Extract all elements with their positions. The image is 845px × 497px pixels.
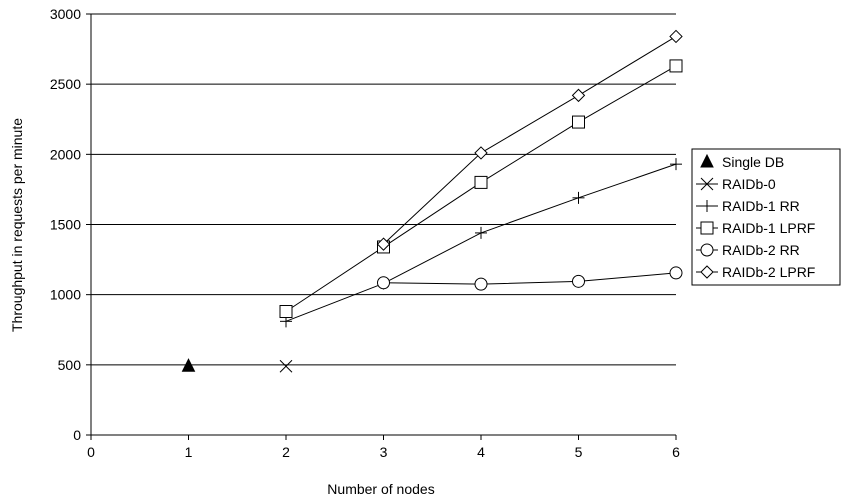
data-point [670,158,682,170]
data-point [573,89,585,101]
data-point [475,176,487,188]
x-tick-label: 4 [477,444,485,460]
data-point [280,306,292,318]
series-raidb-2-rr [378,267,683,290]
series-lines [183,30,683,372]
x-tick-label: 6 [672,444,680,460]
y-tick-label: 500 [58,357,82,373]
data-point [573,275,585,287]
legend-label: RAIDb-0 [722,176,776,192]
x-tick-label: 2 [282,444,290,460]
legend-label: RAIDb-2 LPRF [722,264,815,280]
tick-labels: 0 500 1000 1500 2000 2500 3000 0 1 2 3 4 5 6 [50,6,680,460]
data-point [573,116,585,128]
data-point [280,360,292,372]
data-point [573,192,585,204]
series-line [384,273,677,284]
y-tick-label: 2500 [50,76,81,92]
data-point [670,30,682,42]
x-tick-label: 1 [185,444,193,460]
series-raidb-0 [280,360,292,372]
data-point [670,60,682,72]
data-point [475,278,487,290]
y-tick-label: 1000 [50,287,81,303]
legend: Single DB RAIDb-0 RAIDb-1 RR RAIDb-1 LPRF RA… [692,149,840,285]
x-tick-label: 5 [575,444,583,460]
data-point [475,227,487,239]
legend-label: RAIDb-1 RR [722,198,800,214]
legend-label: Single DB [722,154,784,170]
y-tick-label: 3000 [50,6,81,22]
data-point [378,277,390,289]
series-line [384,36,677,244]
legend-label: RAIDb-1 LPRF [722,220,815,236]
x-tick-label: 3 [380,444,388,460]
legend-marker [701,222,713,234]
y-tick-label: 0 [73,427,81,443]
axes [86,14,676,440]
data-point [670,267,682,279]
y-axis-label: Throughput in requests per minute [9,118,25,332]
y-tick-label: 2000 [50,146,81,162]
x-axis-label: Number of nodes [327,481,434,497]
x-tick-label: 0 [87,444,95,460]
series-raidb-2-lprf [378,30,683,250]
gridlines [91,14,676,365]
y-tick-label: 1500 [50,217,81,233]
legend-marker [701,244,713,256]
legend-label: RAIDb-2 RR [722,242,800,258]
